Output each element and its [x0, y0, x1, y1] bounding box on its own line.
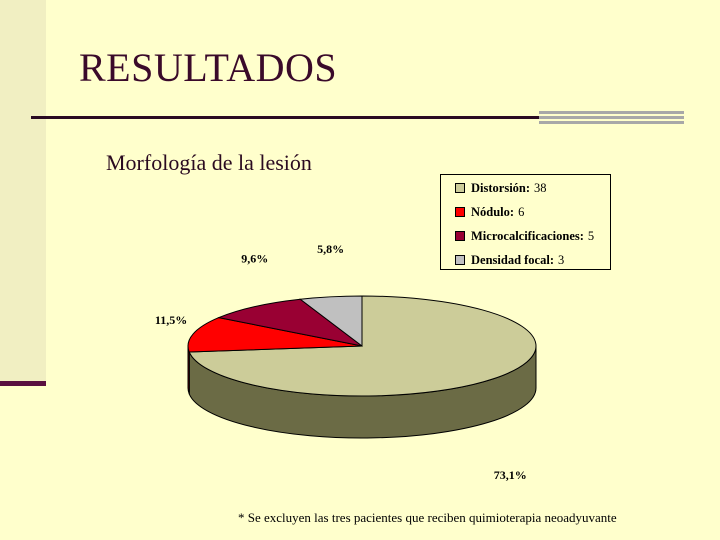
pie-wall-nodulo — [187, 345, 190, 395]
pie-slice-nodulo — [187, 317, 363, 353]
legend-label-densidad-focal: Densidad focal: — [471, 252, 554, 267]
chart-subtitle: Morfología de la lesión — [106, 150, 312, 175]
legend-item-microcalcificaciones: Microcalcificaciones: 5 — [455, 227, 594, 245]
pie-label-nodulo: 11,5% — [155, 313, 187, 327]
legend-value-distorsion: 38 — [534, 180, 547, 195]
pie-label-distorsion: 73,1% — [494, 468, 527, 482]
title-rule-grey-middle — [539, 116, 684, 119]
legend-item-nodulo: Nódulo: 6 — [455, 203, 524, 221]
legend-swatch-densidad-focal — [455, 255, 465, 265]
pie-slice-distorsion — [188, 295, 537, 397]
pie-label-densidad-focal: 5,8% — [317, 242, 344, 256]
legend-label-microcalcificaciones: Microcalcificaciones: — [471, 228, 584, 243]
legend-swatch-distorsion — [455, 183, 465, 193]
title-rule-grey-top — [539, 111, 684, 114]
slide-title: RESULTADOS — [79, 45, 338, 90]
pie-slice-microcalcificaciones — [217, 298, 363, 347]
pie-percent-labels: 73,1% 11,5% 9,6% 5,8% — [155, 242, 527, 482]
legend-value-nodulo: 6 — [518, 204, 525, 219]
legend-label-distorsion: Distorsión: — [471, 180, 531, 195]
legend-swatch-microcalcificaciones — [455, 231, 465, 241]
pie-slice-densidad-focal — [298, 295, 363, 348]
left-decorative-band — [0, 0, 46, 384]
pie-label-microcalcificaciones: 9,6% — [241, 252, 268, 266]
legend-value-microcalcificaciones: 5 — [587, 228, 595, 243]
legend-value-densidad-focal: 3 — [558, 252, 565, 267]
footnote: * Se excluyen las tres pacientes que rec… — [238, 510, 617, 525]
chart-legend: Distorsión: 38 Nódulo: 6 Microcalcificac… — [440, 174, 611, 270]
title-rule-grey-bottom — [539, 121, 684, 124]
legend-item-distorsion: Distorsión: 38 — [455, 179, 547, 197]
title-underline — [31, 116, 539, 119]
legend-label-nodulo: Nódulo: — [471, 204, 515, 219]
left-accent-bar — [0, 381, 46, 386]
legend-item-densidad-focal: Densidad focal: 3 — [455, 251, 564, 269]
pie-slices — [187, 295, 537, 397]
legend-swatch-nodulo — [455, 207, 465, 217]
